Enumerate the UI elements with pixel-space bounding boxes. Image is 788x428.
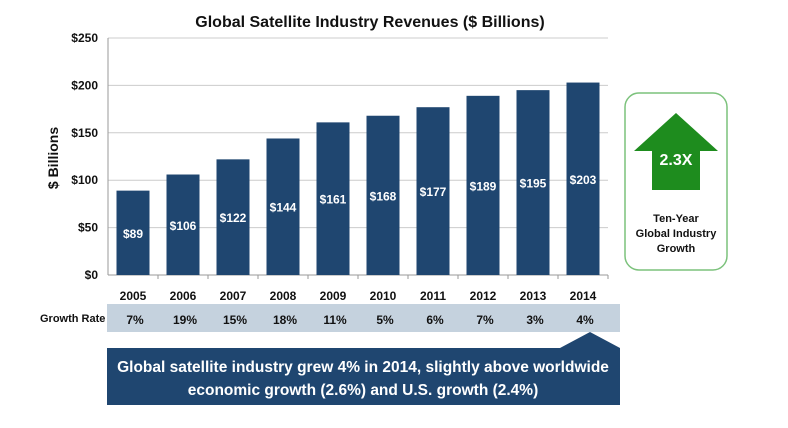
growth-rate-label: Growth Rate	[40, 313, 105, 325]
bar-value-label: $106	[170, 219, 197, 233]
x-tick-label: 2009	[320, 289, 347, 303]
y-axis-label: $ Billions	[45, 127, 61, 189]
x-tick-label: 2006	[170, 289, 197, 303]
x-tick-label: 2007	[220, 289, 247, 303]
x-tick-label: 2012	[470, 289, 497, 303]
growth-rate-value: 7%	[126, 313, 144, 327]
growth-caption-1: Ten-Year	[653, 213, 699, 225]
growth-rate-value: 18%	[273, 313, 297, 327]
bar-2012	[466, 95, 500, 275]
y-tick-label: $150	[71, 126, 98, 140]
callout-line-1: Global satellite industry grew 4% in 201…	[117, 359, 609, 376]
y-tick-label: $0	[85, 268, 99, 282]
bar-2009	[316, 122, 350, 275]
y-tick-label: $200	[71, 78, 98, 92]
bar-value-label: $203	[570, 173, 597, 187]
x-tick-label: 2010	[370, 289, 397, 303]
growth-rate-band	[107, 304, 620, 332]
bar-value-label: $168	[370, 189, 397, 203]
bar-2006	[166, 174, 200, 275]
up-arrow-icon	[634, 113, 718, 190]
bar-2013	[516, 90, 550, 275]
y-tick-label: $100	[71, 173, 98, 187]
callout-line-2: economic growth (2.6%) and U.S. growth (…	[188, 382, 539, 399]
growth-rate-value: 4%	[576, 313, 594, 327]
callout-box	[107, 332, 620, 405]
bar-2011	[416, 107, 450, 275]
growth-rate-value: 5%	[376, 313, 394, 327]
bar-value-label: $89	[123, 227, 143, 241]
growth-rate-value: 11%	[323, 313, 347, 327]
bar-value-label: $144	[270, 201, 297, 215]
growth-caption-3: Growth	[657, 243, 696, 255]
x-tick-label: 2008	[270, 289, 297, 303]
growth-rate-value: 6%	[426, 313, 444, 327]
bar-value-label: $161	[320, 193, 347, 207]
bar-value-label: $122	[220, 211, 247, 225]
growth-rate-value: 7%	[476, 313, 494, 327]
growth-multiplier: 2.3X	[660, 152, 693, 169]
bar-2005	[116, 190, 150, 275]
bar-value-label: $195	[520, 177, 547, 191]
x-tick-label: 2011	[420, 289, 446, 303]
bar-2010	[366, 115, 400, 276]
bar-value-label: $189	[470, 179, 497, 193]
growth-rate-value: 15%	[223, 313, 247, 327]
bar-2007	[216, 159, 250, 275]
bar-2008	[266, 138, 300, 275]
growth-rate-value: 3%	[526, 313, 544, 327]
y-tick-label: $250	[71, 31, 98, 45]
chart-title: Global Satellite Industry Revenues ($ Bi…	[195, 14, 544, 31]
growth-caption-2: Global Industry	[636, 228, 718, 240]
x-tick-label: 2005	[120, 289, 147, 303]
x-tick-label: 2014	[570, 289, 597, 303]
x-tick-label: 2013	[520, 289, 547, 303]
bar-2014	[566, 82, 600, 275]
growth-rate-value: 19%	[173, 313, 197, 327]
y-tick-label: $50	[78, 221, 98, 235]
bar-value-label: $177	[420, 185, 447, 199]
